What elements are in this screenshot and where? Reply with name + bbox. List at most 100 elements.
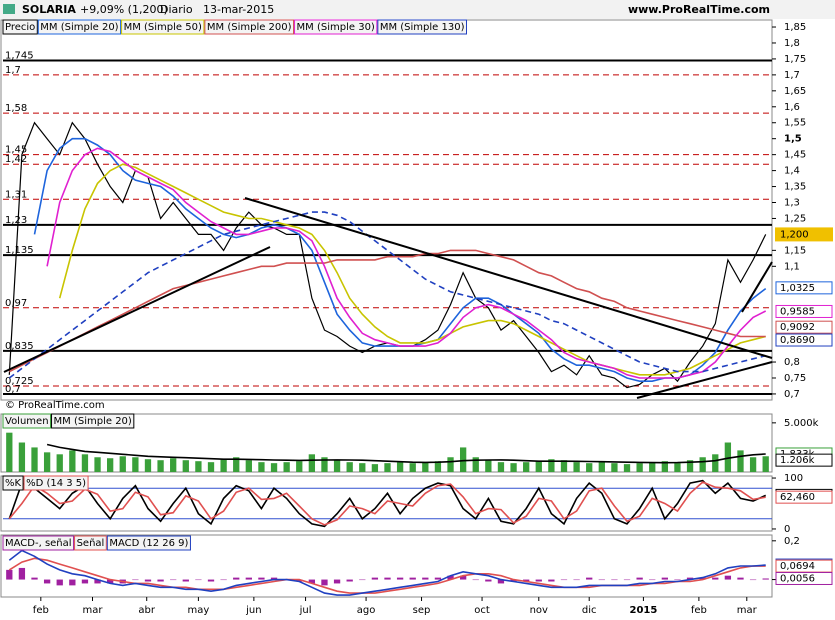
bar <box>56 454 63 472</box>
bar <box>434 461 442 472</box>
value-label: 0,9585 <box>780 306 815 317</box>
trendline <box>244 197 773 359</box>
legend-box <box>74 535 107 551</box>
bar <box>18 442 26 472</box>
bar <box>107 579 114 584</box>
bar <box>762 456 769 472</box>
legend-box <box>106 535 191 551</box>
value-label: 1,0325 <box>780 283 815 294</box>
bar <box>69 579 76 586</box>
value-label: 0,8690 <box>780 335 815 346</box>
legend-box <box>37 19 122 35</box>
bar <box>31 447 38 472</box>
value-label: 0,0694 <box>780 561 815 572</box>
bar <box>586 577 593 580</box>
bar <box>207 462 215 472</box>
legend-item: MM (Simple 30) <box>294 19 378 35</box>
bar <box>737 577 744 580</box>
series-line <box>8 249 766 373</box>
y-tick-label: 1,45 <box>784 150 806 161</box>
legend-label: Señal <box>77 538 105 549</box>
value-box <box>775 227 833 242</box>
bar <box>384 463 391 472</box>
bar <box>245 460 252 472</box>
y-tick-label: 0 <box>784 524 790 535</box>
bar <box>308 454 316 472</box>
value-box <box>775 490 833 504</box>
bar <box>207 579 215 582</box>
change: +9,09% (1,200) <box>80 3 168 16</box>
bar <box>346 579 353 582</box>
bar <box>686 460 694 472</box>
bar <box>69 450 76 472</box>
y-tick-label: 1,4 <box>784 166 800 177</box>
x-tick-label: feb <box>691 605 707 616</box>
bar <box>144 579 152 582</box>
series-line <box>58 163 766 376</box>
bar <box>233 577 240 580</box>
x-tick-label: nov <box>530 605 548 616</box>
legend-item: MM (Simple 200) <box>204 19 295 35</box>
bar <box>6 432 13 472</box>
bar <box>308 579 316 584</box>
bar <box>384 577 391 580</box>
bar <box>195 461 202 472</box>
x-tick-label: may <box>188 605 210 616</box>
legend-box <box>204 19 295 35</box>
x-tick-label: sep <box>413 605 431 616</box>
series-line <box>46 147 767 379</box>
value-box <box>775 571 833 585</box>
level-label: 1,23 <box>5 215 27 226</box>
bar <box>270 577 278 580</box>
series-line <box>8 211 766 379</box>
bar <box>674 463 681 472</box>
header-bar <box>0 0 835 19</box>
value-box <box>775 320 833 334</box>
bar <box>712 577 719 580</box>
series-line <box>46 443 766 464</box>
legend-label: %D (14 3 5) <box>26 478 86 489</box>
bar <box>712 454 719 472</box>
bar <box>535 579 542 582</box>
trendline <box>636 361 773 399</box>
copyright: © ProRealTime.com <box>5 400 105 411</box>
bar <box>81 579 89 584</box>
legend-box <box>377 19 467 35</box>
y-tick-label: 1,7 <box>784 70 800 81</box>
y-tick-label: 5.000k <box>784 418 819 429</box>
series-line <box>8 481 766 526</box>
bar <box>296 579 303 582</box>
bar <box>245 577 252 580</box>
bar <box>182 579 189 582</box>
bar <box>661 577 668 580</box>
y-tick-label: 0,75 <box>784 373 806 384</box>
y-tick-label: 1,6 <box>784 102 800 113</box>
bar <box>321 457 328 472</box>
bar <box>43 579 51 584</box>
legend-item: Volumen <box>2 413 52 429</box>
plot-layer: 1,85 1,8 1,75 1,7 1,65 1,6 1,55 1,5 1,45 1,4 1,35 1… <box>0 19 833 616</box>
bar <box>220 579 227 581</box>
bar <box>611 579 618 581</box>
bar <box>497 579 505 584</box>
bar <box>43 452 51 472</box>
bar <box>321 579 328 586</box>
level-label: 1,7 <box>5 65 21 76</box>
legend-box <box>2 413 52 429</box>
value-label: 1,200 <box>780 229 809 240</box>
legend-box <box>51 413 135 429</box>
panel-frame <box>0 534 773 598</box>
bar <box>497 462 505 472</box>
site: www.ProRealTime.com <box>628 3 770 16</box>
bar <box>623 464 631 472</box>
bar <box>396 577 404 580</box>
y-tick-label: 1,85 <box>784 22 806 33</box>
legend-box <box>121 19 205 35</box>
bar <box>233 457 240 472</box>
legend-label: MM (Simple 20) <box>54 416 132 427</box>
trendline <box>741 261 773 313</box>
value-label: 0,9092 <box>780 322 815 333</box>
legend-label: MACD (12 26 9) <box>109 538 188 549</box>
